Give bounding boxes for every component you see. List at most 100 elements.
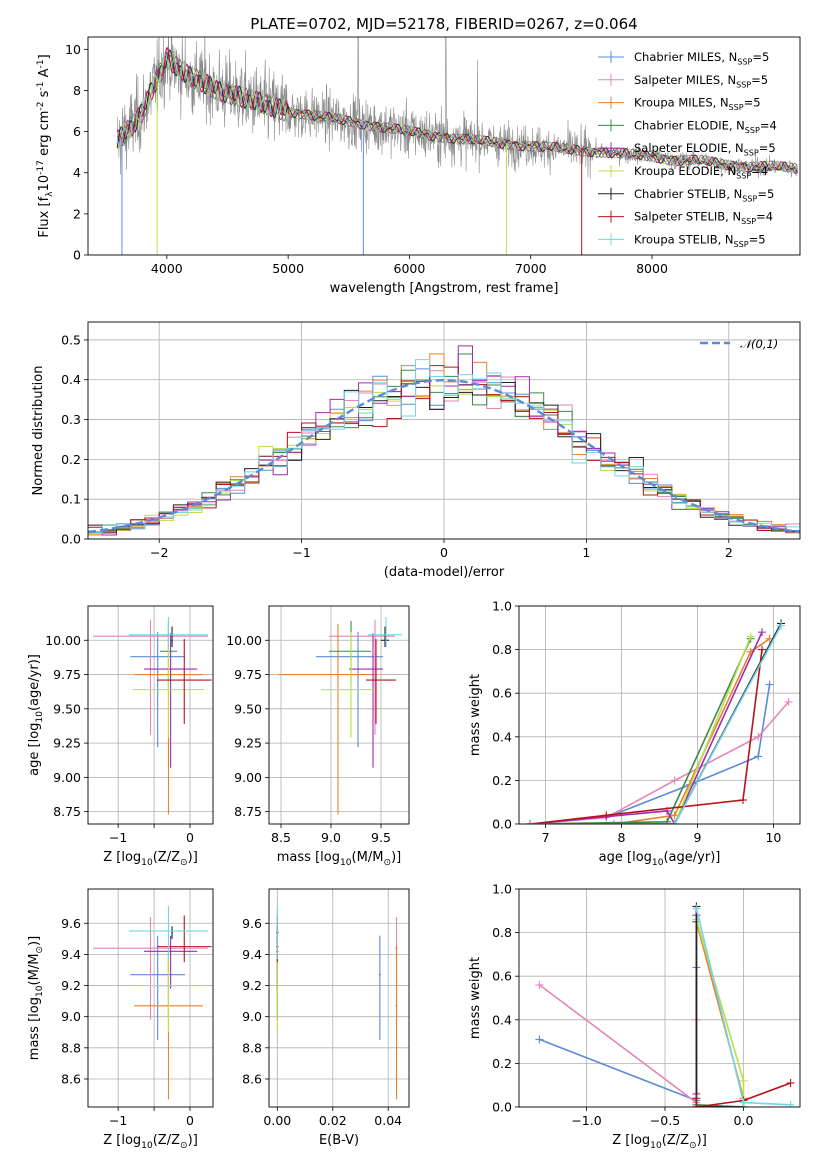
- z_age-xlabel: Z [log10​(Z/Z⊙​)]: [103, 850, 198, 868]
- residuals-ylabel: Normed distribution: [31, 366, 46, 496]
- ebv_mass-xtick-label: 0.04: [374, 1113, 402, 1128]
- age_weight-xtick-label: 10: [765, 830, 781, 845]
- spectrum-frame: [87, 36, 801, 256]
- spectrum-plot-area: [116, 37, 798, 255]
- mass_age-xtick-label: 9.5: [371, 830, 391, 845]
- ebv_mass-ytick-label: 9.6: [242, 916, 262, 931]
- z_age-ytick-label: 9.00: [53, 770, 81, 785]
- spectrum-axes: 4000 5000 6000 7000 8000 0 2 4 6 8 10 wavelength [A…: [36, 15, 668, 296]
- age_weight-series-1: [530, 701, 790, 824]
- residuals-ytick-label: 0.5: [61, 332, 81, 347]
- z_weight-ytick-label: 0.6: [492, 969, 512, 984]
- mass_age-ytick-label: 9.25: [234, 736, 262, 751]
- z_mass-xlabel: Z [log10​(Z/Z⊙​)]: [103, 1133, 198, 1151]
- mass_age-ytick-label: 9.75: [234, 667, 262, 682]
- ebv_mass-xtick-label: 0.00: [263, 1113, 291, 1128]
- spectrum-legend: Chabrier MILES, NSSP​=5 Salpeter MILES, N…: [598, 50, 777, 249]
- legend-label-6: Chabrier STELIB, NSSP​=5: [634, 187, 774, 203]
- spectrum-xtick-label: 5000: [272, 261, 304, 276]
- spectrum-ylabel: Flux [fλ​10-17​ erg cm-2​ s-1​ A-1​]: [36, 54, 55, 237]
- z_age-plot-area: [93, 616, 212, 815]
- spectrum-xtick-label: 6000: [394, 261, 426, 276]
- age_weight-series-2: [530, 638, 771, 824]
- z_weight-ytick-label: 1.0: [492, 882, 512, 897]
- legend-label-7: Salpeter STELIB, NSSP​=4: [634, 210, 773, 226]
- z_weight-xtick-label: 0.0: [734, 1113, 754, 1128]
- age_weight-series-0: [530, 684, 771, 824]
- age_weight-xlabel: age [log10​(age/yr)]: [599, 850, 721, 868]
- z_weight-series-6: [695, 906, 744, 1107]
- age_weight-ylabel: mass weight: [468, 674, 483, 756]
- mass_age-xtick-label: 9.0: [321, 830, 341, 845]
- age_weight-frame: [518, 605, 801, 825]
- ebv_mass-plot-area: [276, 906, 398, 1100]
- residuals-xtick-label: 1: [582, 545, 590, 560]
- spectrum-xtick-label: 7000: [515, 261, 547, 276]
- z_weight-ytick-label: 0.4: [492, 1012, 512, 1027]
- z_weight-ytick-label: 0.2: [492, 1056, 512, 1071]
- z_mass-ylabel: mass [log10​(M/M⊙​)]: [27, 936, 45, 1060]
- spectrum-model-2: [116, 55, 798, 174]
- z_age-ytick-label: 9.25: [53, 736, 81, 751]
- spectrum-ytick-label: 0: [73, 248, 81, 263]
- z_mass-xtick-label: 0: [186, 1113, 194, 1128]
- spectrum-ytick-label: 10: [65, 42, 81, 57]
- age_weight-xtick-label: 8: [618, 830, 626, 845]
- residuals-ytick-label: 0.1: [61, 492, 81, 507]
- age_weight-series-5: [530, 636, 752, 824]
- z_age-xtick-label: 0: [186, 830, 194, 845]
- residuals-ytick-label: 0.2: [61, 452, 81, 467]
- z_age-ytick-label: 9.50: [53, 701, 81, 716]
- ebv_mass-ytick-label: 9.2: [242, 978, 262, 993]
- residuals-ytick-label: 0.3: [61, 412, 81, 427]
- spectrum-ytick-label: 6: [73, 124, 81, 139]
- age_weight-ytick-label: 0.2: [492, 773, 512, 788]
- z_mass-ytick-label: 9.4: [61, 947, 81, 962]
- z_mass-axes: −1 0 8.6 8.8 9.0 9.2 9.4 9.6 Z [log10​(Z/Z⊙​)] ma…: [27, 889, 213, 1151]
- z_weight-ytick-label: 0.0: [492, 1100, 512, 1115]
- mass_age-ytick-label: 9.00: [234, 770, 262, 785]
- age_weight-series-7: [530, 649, 763, 824]
- residuals-xtick-label: 2: [725, 545, 733, 560]
- spectrum-ytick-label: 2: [73, 206, 81, 221]
- legend-label-4: Salpeter ELODIE, NSSP​=5: [634, 141, 776, 157]
- z_mass-ytick-label: 9.0: [61, 1009, 81, 1024]
- z_weight-xtick-label: −0.5: [650, 1113, 680, 1128]
- legend-label-1: Salpeter MILES, NSSP​=5: [634, 73, 768, 89]
- mass_age-ytick-label: 9.50: [234, 701, 262, 716]
- residual-histogram-7: [88, 365, 800, 533]
- z_weight-series-0: [539, 967, 744, 1107]
- mass_age-xlabel: mass [log10​(M/M⊙​)]: [277, 850, 401, 868]
- residuals-xtick-label: −2: [150, 545, 168, 560]
- ebv_mass-xlabel: E(B-V): [319, 1133, 359, 1148]
- z_age-ylabel: age [log10​(age/yr)]: [27, 654, 45, 776]
- z_mass-ytick-label: 9.2: [61, 978, 81, 993]
- age_weight-ytick-label: 0.6: [492, 686, 512, 701]
- z_weight-frame: [518, 888, 801, 1108]
- spectrum-xlabel: wavelength [Angstrom, rest frame]: [330, 281, 559, 296]
- spectrum-ytick-label: 8: [73, 83, 81, 98]
- z_mass-ytick-label: 8.6: [61, 1071, 81, 1086]
- mass_age-plot-area: [278, 616, 402, 815]
- age_weight-xtick-label: 9: [693, 830, 701, 845]
- z_age-xtick-label: −1: [109, 830, 127, 845]
- mass_age-ytick-label: 8.75: [234, 804, 262, 819]
- residuals-ytick-label: 0.4: [61, 372, 81, 387]
- spectrum-title: PLATE=0702, MJD=52178, FIBERID=0267, z=0…: [250, 15, 637, 33]
- z_mass-ytick-label: 8.8: [61, 1040, 81, 1055]
- age_weight-series-4: [530, 631, 763, 824]
- z_age-ytick-label: 10.00: [45, 633, 81, 648]
- z_age-axes: −1 0 8.75 9.00 9.25 9.50 9.75 10.00 Z [log10​(Z/…: [27, 606, 213, 868]
- ebv_mass-frame: [268, 888, 410, 1108]
- age_weight-plot-area: [526, 619, 793, 824]
- z_age-ytick-label: 9.75: [53, 667, 81, 682]
- age_weight-ytick-label: 0.8: [492, 642, 512, 657]
- spectrum-model-8: [116, 52, 798, 174]
- ebv_mass-ytick-label: 8.8: [242, 1040, 262, 1055]
- residuals-xtick-label: −1: [292, 545, 310, 560]
- residuals-frame: [87, 321, 801, 540]
- age_weight-ytick-label: 1.0: [492, 599, 512, 614]
- ebv_mass-ytick-label: 8.6: [242, 1071, 262, 1086]
- legend-label-3: Chabrier ELODIE, NSSP​=4: [634, 118, 777, 134]
